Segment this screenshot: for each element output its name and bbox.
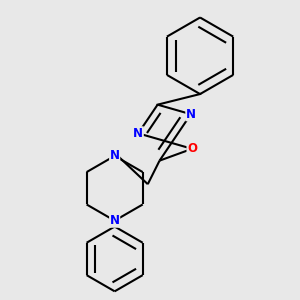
Text: N: N bbox=[133, 127, 143, 140]
Text: N: N bbox=[110, 149, 120, 162]
Text: N: N bbox=[186, 108, 196, 121]
Text: O: O bbox=[187, 142, 197, 155]
Text: N: N bbox=[110, 214, 120, 227]
